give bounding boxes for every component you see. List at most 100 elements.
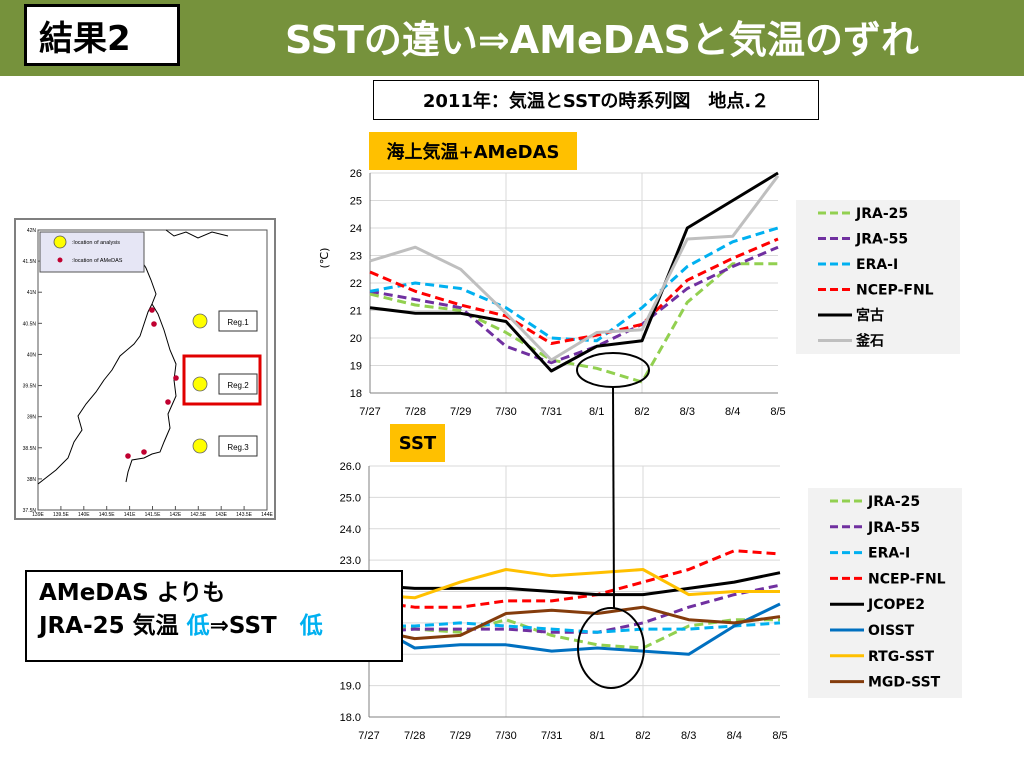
air-y-tick-label: 24 <box>350 223 362 235</box>
callout-low-1: 低 <box>186 613 210 639</box>
sst-legend <box>808 488 962 698</box>
air-legend-label-jra-25: JRA-25 <box>855 206 908 222</box>
connector-line <box>612 386 615 610</box>
result-badge: 結果2 <box>24 4 180 66</box>
slide-title: SSTの違い⇒AMeDASと気温のずれ <box>284 17 920 62</box>
air-x-tick-label: 8/4 <box>725 406 740 418</box>
air-y-tick-label: 22 <box>350 278 362 290</box>
map-lon-label: 141E <box>124 512 136 518</box>
amedas-station-dot <box>149 307 155 313</box>
air-y-tick-label: 21 <box>350 306 362 318</box>
air-legend-label-jra-55: JRA-55 <box>855 232 908 248</box>
map-lon-label: 142.5E <box>190 512 207 518</box>
callout-low-2: 低 <box>299 613 323 639</box>
air-temperature-chart-label: 海上気温+AMeDAS <box>369 132 577 170</box>
region-label-reg-2: Reg.2 <box>227 381 249 390</box>
location-map: 42N 41.5N 41N 40.5N 40N 39.5N 39N 38.5N 38N 37.5N… <box>14 218 276 520</box>
air-x-tick-label: 8/3 <box>680 406 695 418</box>
sst-x-tick-label: 7/31 <box>541 730 562 742</box>
region-label-reg-3: Reg.3 <box>227 443 249 452</box>
air-y-axis-label: (℃) <box>318 248 331 269</box>
amedas-station-dot <box>173 375 179 381</box>
sst-series-line-era-i <box>369 621 781 634</box>
map-lon-label: 139E <box>32 512 44 518</box>
sst-legend-label-ncep-fnl: NCEP-FNL <box>868 571 946 587</box>
map-lat-label: 39N <box>27 415 37 421</box>
sst-x-tick-label: 7/29 <box>450 730 471 742</box>
map-legend-label-analysis: :location of analysis <box>72 240 120 246</box>
region-box-reg-1 <box>218 310 258 332</box>
sst-y-tick-label: 26.0 <box>340 461 361 473</box>
sst-y-tick-label: 23.0 <box>340 555 361 567</box>
air-y-tick-label: 23 <box>350 251 362 263</box>
sst-series-line-jra-25 <box>368 618 780 650</box>
region-box-reg-2 <box>218 373 258 395</box>
amedas-station-dot <box>141 449 147 455</box>
amedas-station-dot <box>151 321 157 327</box>
air-y-tick-label: 25 <box>350 196 362 208</box>
sst-legend-label-jcope2: JCOPE2 <box>867 597 925 613</box>
sst-y-tick-label: 18.0 <box>340 712 361 724</box>
sst-legend-label-jra-25: JRA-25 <box>867 494 920 510</box>
air-legend-label-era-i: ERA-I <box>856 257 898 273</box>
air-legend-label-ncep-fnl: NCEP-FNL <box>856 283 934 299</box>
sst-series-line-mgd-sst <box>368 605 781 641</box>
analysis-location-marker <box>53 235 67 249</box>
map-frame <box>37 229 268 511</box>
sst-y-tick-label: 24.0 <box>340 524 361 536</box>
map-coastline-east <box>125 303 177 483</box>
sst-x-tick-label: 7/30 <box>495 730 516 742</box>
map-coastline-north <box>165 229 229 239</box>
air-legend <box>796 200 960 354</box>
map-lon-label: 140.5E <box>99 512 116 518</box>
callout-line-1: AMeDAS よりも <box>39 580 226 606</box>
air-series-line-jra-25 <box>369 262 778 384</box>
sst-x-tick-label: 7/28 <box>404 730 425 742</box>
map-figure: 42N 41.5N 41N 40.5N 40N 39.5N 39N 38.5N 38N 37.5N… <box>23 228 274 518</box>
map-lat-label: 38.5N <box>23 446 37 452</box>
sst-chart-label: SST <box>390 424 445 462</box>
sst-legend-label-era-i: ERA-I <box>868 546 910 562</box>
air-x-tick-label: 8/1 <box>589 406 604 418</box>
amedas-location-marker <box>57 257 63 263</box>
conclusion-callout: AMeDAS よりも JRA-25 気温 低⇒SST 低 <box>25 570 403 662</box>
air-series-line-item <box>369 171 779 373</box>
amedas-station-dot <box>165 399 171 405</box>
air-x-tick-label: 7/28 <box>405 406 426 418</box>
sst-x-tick-label: 8/3 <box>681 730 696 742</box>
air-y-tick-label: 19 <box>350 361 362 373</box>
air-x-tick-label: 7/30 <box>495 406 516 418</box>
callout-jra-text: JRA-25 気温 <box>39 613 187 639</box>
callout-sst-text: ⇒SST <box>209 613 300 639</box>
air-y-tick-label: 18 <box>350 388 362 400</box>
analysis-point-reg-3 <box>192 438 208 454</box>
sst-y-tick-label: 19.0 <box>340 681 361 693</box>
map-lon-label: 139.5E <box>53 512 70 518</box>
sst-legend-label-oisst: OISST <box>868 623 915 639</box>
air-y-tick-label: 20 <box>350 333 362 345</box>
sst-series-line-rtg-sst <box>368 568 780 600</box>
map-lon-label: 143.5E <box>236 512 253 518</box>
highlight-ellipse-sst <box>577 607 645 689</box>
air-series-line-jra-55 <box>369 245 779 365</box>
map-legend-label-amedas: :location of AMeDAS <box>72 258 123 264</box>
air-x-tick-label: 7/31 <box>541 406 562 418</box>
sst-legend-label-mgd-sst: MGD-SST <box>868 675 941 691</box>
map-lon-label: 140E <box>78 512 90 518</box>
map-lon-label: 141.5E <box>145 512 162 518</box>
region-label-reg-1: Reg.1 <box>227 318 249 327</box>
air-x-tick-label: 7/29 <box>450 406 471 418</box>
map-lat-label: 38N <box>27 477 37 483</box>
chart-subtitle: 2011年：気温とSSTの時系列図 地点.２ <box>373 80 819 120</box>
air-series-line-ncep-fnl <box>369 237 779 345</box>
air-legend-label-item: 釜石 <box>855 333 884 350</box>
air-x-tick-label: 8/2 <box>634 406 649 418</box>
sst-x-tick-label: 8/5 <box>772 730 787 742</box>
region-box-reg-3 <box>218 435 258 457</box>
reg2-highlight-box <box>182 354 262 406</box>
amedas-station-dot <box>125 453 131 459</box>
analysis-point-reg-1 <box>192 313 208 329</box>
map-lat-label: 37.5N <box>23 508 37 514</box>
map-lon-label: 144E <box>261 512 273 518</box>
